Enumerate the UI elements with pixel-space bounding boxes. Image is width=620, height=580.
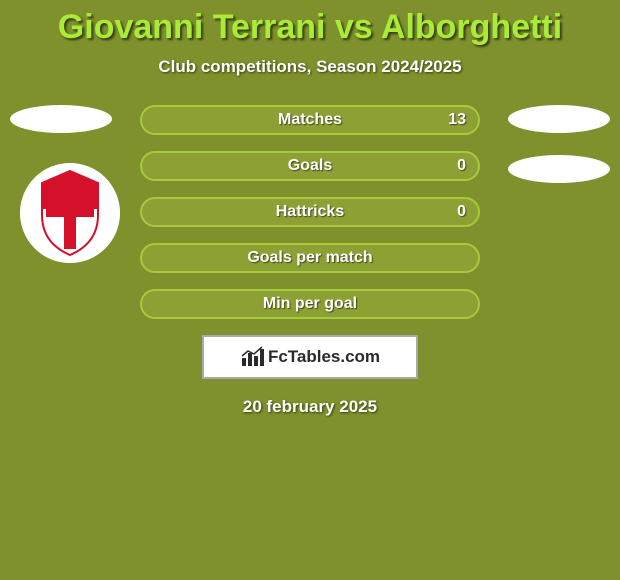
stat-value: 0	[457, 199, 466, 225]
branding-box: FcTables.com	[202, 335, 418, 379]
page-subtitle: Club competitions, Season 2024/2025	[0, 57, 620, 77]
bar-chart-icon	[240, 346, 266, 368]
player-marker-right-2	[508, 155, 610, 183]
stat-row: Matches 13	[140, 105, 480, 135]
stat-label: Goals	[288, 153, 332, 179]
stat-label: Hattricks	[276, 199, 344, 225]
stat-row: Goals 0	[140, 151, 480, 181]
stat-row: Hattricks 0	[140, 197, 480, 227]
stat-label: Goals per match	[247, 245, 372, 271]
date-stamp: 20 february 2025	[0, 397, 620, 417]
stats-area: Matches 13 Goals 0 Hattricks 0 Goals per match…	[0, 105, 620, 417]
branding-text: FcTables.com	[268, 347, 380, 367]
stat-rows: Matches 13 Goals 0 Hattricks 0 Goals per match…	[140, 105, 480, 319]
stat-row: Min per goal	[140, 289, 480, 319]
stat-label: Min per goal	[263, 291, 357, 317]
player-marker-left	[10, 105, 112, 133]
club-badge-icon	[20, 163, 120, 263]
stat-label: Matches	[278, 107, 342, 133]
page-title: Giovanni Terrani vs Alborghetti	[0, 0, 620, 47]
club-badge	[20, 163, 120, 263]
comparison-infographic: Giovanni Terrani vs Alborghetti Club com…	[0, 0, 620, 580]
stat-value: 0	[457, 153, 466, 179]
stat-row: Goals per match	[140, 243, 480, 273]
stat-value: 13	[448, 107, 466, 133]
player-marker-right	[508, 105, 610, 133]
